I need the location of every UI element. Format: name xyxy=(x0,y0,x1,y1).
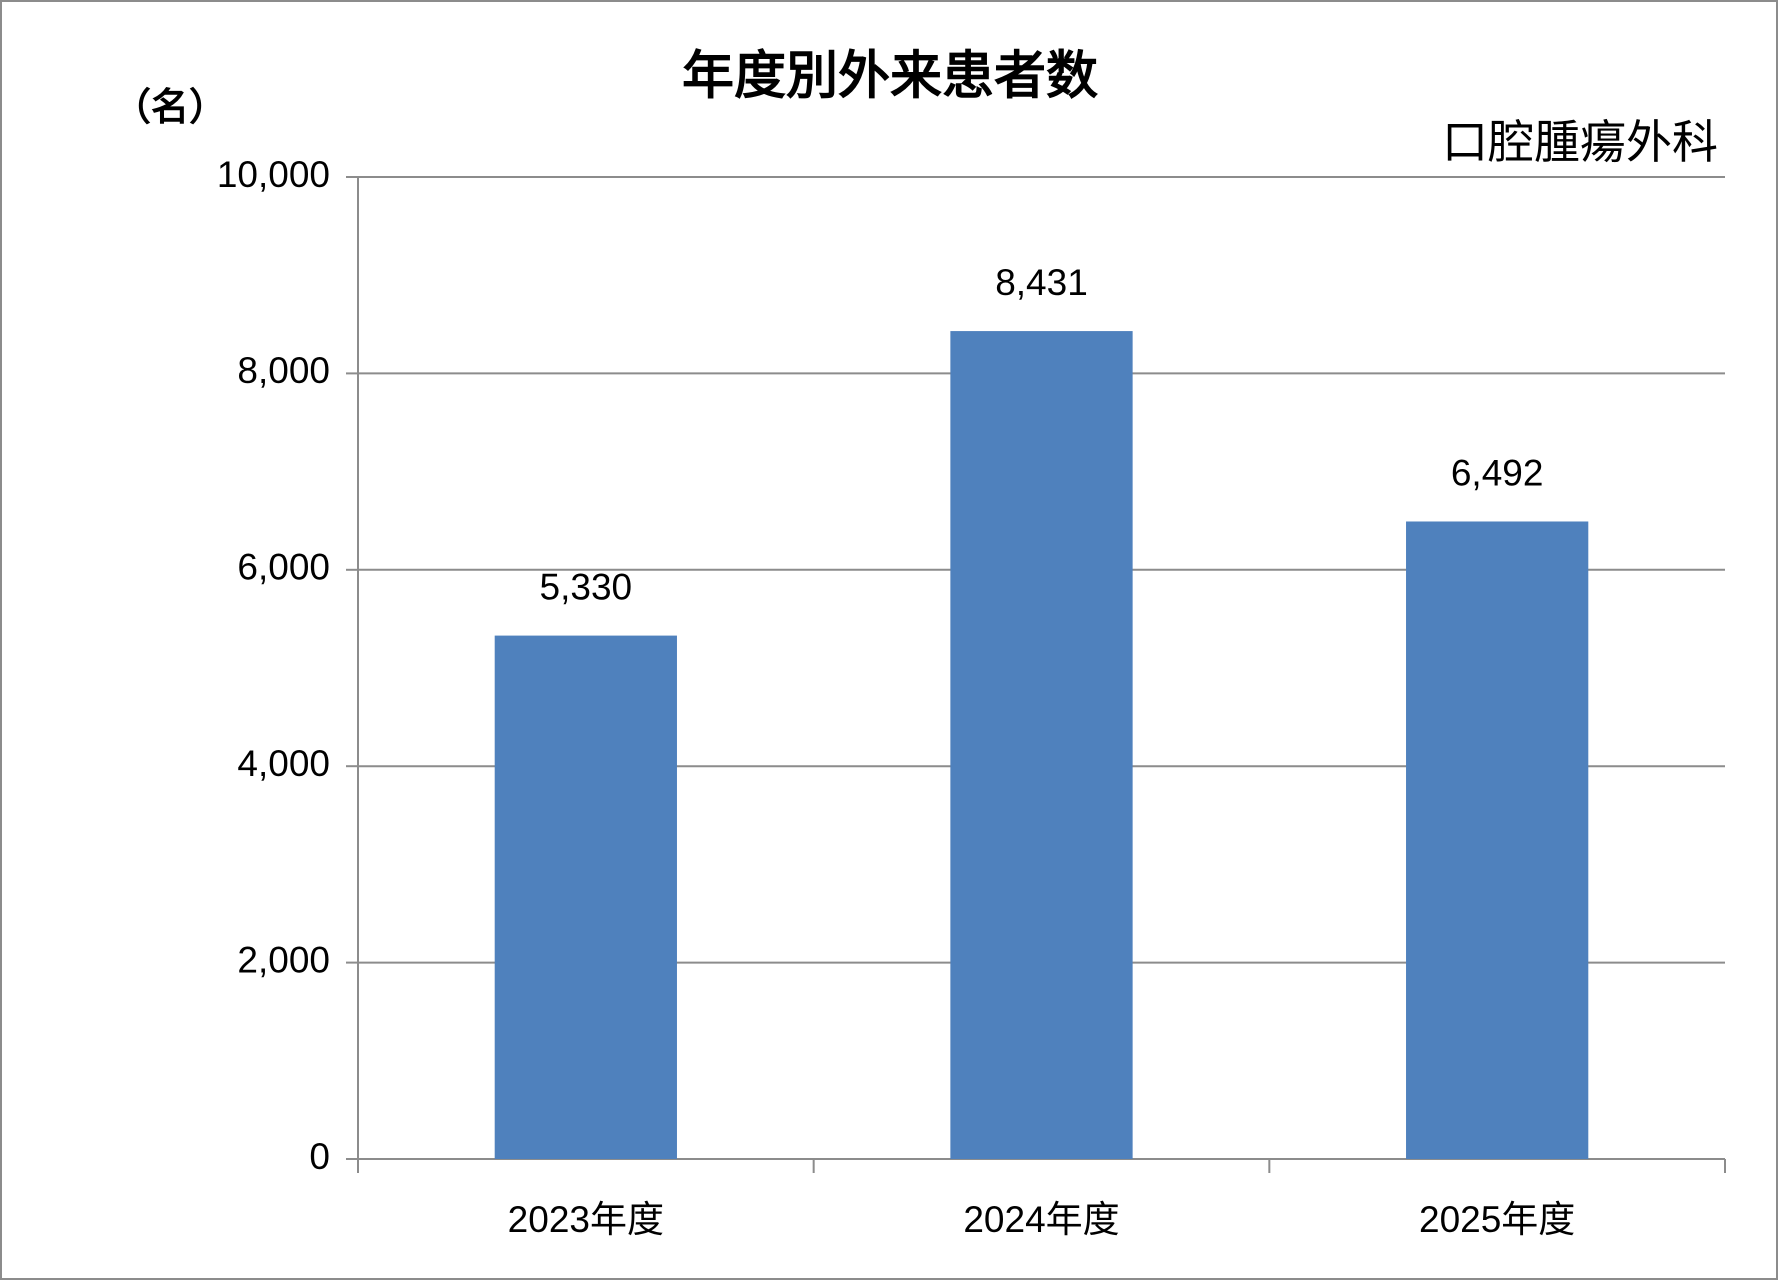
bar xyxy=(950,331,1133,1159)
subtitle: 口腔腫瘍外科 xyxy=(1442,116,1718,168)
y-tick-label: 2,000 xyxy=(237,939,330,980)
y-tick-label: 8,000 xyxy=(237,350,330,391)
value-label: 5,330 xyxy=(540,566,633,607)
x-tick-label: 2024年度 xyxy=(963,1199,1119,1240)
y-tick-label: 4,000 xyxy=(237,743,330,784)
value-label: 8,431 xyxy=(995,262,1088,303)
y-unit: （名） xyxy=(113,87,227,129)
y-tick-label: 10,000 xyxy=(217,154,330,195)
y-tick-label: 0 xyxy=(309,1136,330,1177)
y-tick-label: 6,000 xyxy=(237,547,330,588)
x-tick-label: 2025年度 xyxy=(1419,1199,1575,1240)
value-label: 6,492 xyxy=(1451,452,1544,493)
chart-title: 年度別外来患者数 xyxy=(682,48,1098,106)
bar xyxy=(1406,521,1589,1159)
bar xyxy=(494,635,677,1159)
x-tick-label: 2023年度 xyxy=(508,1199,664,1240)
